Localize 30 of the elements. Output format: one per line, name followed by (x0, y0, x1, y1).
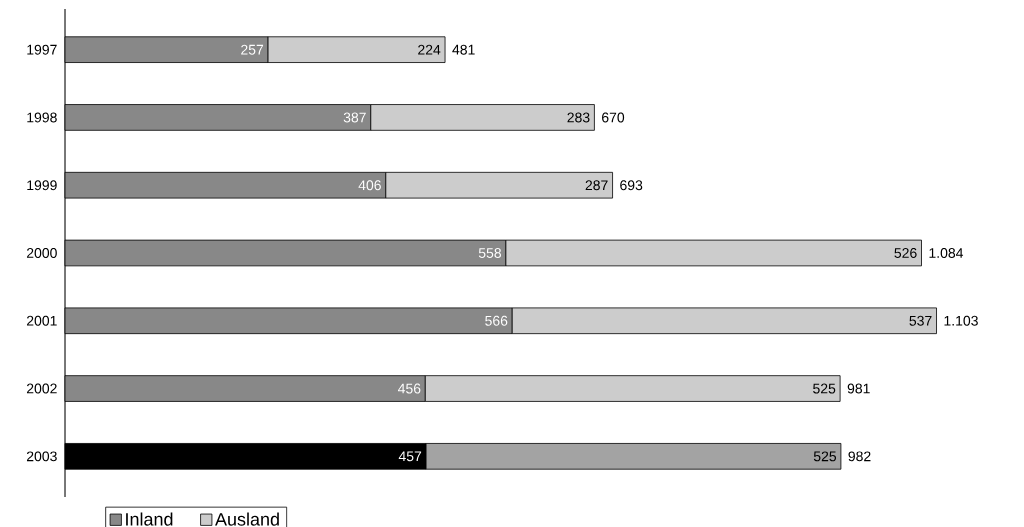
data-label: 525 (813, 383, 836, 394)
total-label: 670 (602, 112, 625, 123)
total-label: 1.103 (944, 315, 978, 326)
total-label: 982 (848, 451, 871, 462)
data-label: 283 (567, 112, 590, 123)
data-label: 406 (358, 180, 381, 191)
y-tick-label: 1997 (27, 44, 57, 55)
total-label: 481 (452, 44, 475, 55)
legend-label: Ausland (215, 512, 279, 526)
data-label: 566 (485, 315, 508, 326)
data-label: 287 (585, 180, 608, 191)
data-label: 526 (894, 248, 917, 258)
y-tick-label: 1999 (27, 180, 57, 191)
total-label: 693 (620, 180, 643, 191)
total-label: 981 (847, 383, 870, 394)
data-label: 558 (478, 248, 502, 258)
y-tick-label: 2000 (26, 248, 57, 258)
y-tick-label: 2002 (26, 383, 57, 394)
y-tick-label: 1998 (27, 112, 57, 123)
data-label: 257 (241, 44, 264, 55)
y-tick-label: 2001 (26, 315, 57, 326)
data-label: 537 (909, 315, 932, 326)
data-label: 457 (398, 451, 422, 462)
total-label: 1.084 (929, 248, 964, 258)
data-label: 525 (813, 451, 837, 462)
data-label: 224 (418, 44, 441, 55)
y-tick-label: 2003 (26, 451, 57, 462)
legend-label: Inland (126, 512, 173, 526)
data-label: 387 (343, 112, 366, 123)
data-label: 456 (398, 383, 421, 394)
